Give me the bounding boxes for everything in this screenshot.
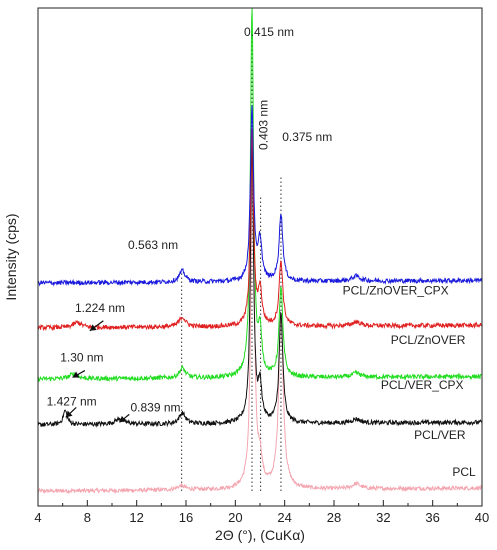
series-label: PCL/VER_CPX <box>381 378 464 392</box>
peak-annotation: 1.30 nm <box>60 351 103 365</box>
x-tick-label: 32 <box>376 510 390 525</box>
series-line-1 <box>37 143 483 428</box>
annotation-arrow <box>89 320 104 332</box>
series-line-3 <box>37 128 483 332</box>
peak-annotation: 0.415 nm <box>244 25 294 39</box>
peak-annotation: 1.224 nm <box>75 301 125 315</box>
peak-annotation: 1.427 nm <box>47 394 97 408</box>
peak-annotation: 0.375 nm <box>282 130 332 144</box>
series-line-2 <box>37 8 483 383</box>
x-axis-ticks: 4 8 12 16 20 24 28 32 36 40 <box>34 500 489 525</box>
series-line-4 <box>37 104 483 287</box>
annotation-arrow <box>119 413 130 423</box>
x-tick-label: 4 <box>34 510 41 525</box>
x-axis-label: 2Θ (°), (CuKα) <box>215 527 305 543</box>
x-tick-label: 24 <box>277 510 291 525</box>
annotation-arrow <box>65 406 77 418</box>
x-tick-label: 16 <box>179 510 193 525</box>
series-label: PCL <box>452 465 476 479</box>
annotation-arrow <box>72 370 86 379</box>
x-tick-label: 12 <box>129 510 143 525</box>
x-tick-label: 8 <box>84 510 91 525</box>
peak-annotation: 0.839 nm <box>131 400 181 414</box>
x-tick-label: 36 <box>425 510 439 525</box>
peak-annotation: 0.563 nm <box>128 238 178 252</box>
x-tick-label: 28 <box>327 510 341 525</box>
x-tick-label: 20 <box>228 510 242 525</box>
plot-area: PCL PCL/VER PCL/VER_CPX PCL/ZnOVER PCL/ZnOVE… <box>37 8 483 495</box>
series-label: PCL/ZnOVER <box>391 333 466 347</box>
series-line-0 <box>37 142 483 495</box>
x-tick-label: 40 <box>475 510 489 525</box>
y-axis-label: Intensity (cps) <box>3 213 19 300</box>
peak-annotation: 0.403 nm <box>256 100 270 150</box>
series-label: PCL/ZnOVER_CPX <box>343 283 449 297</box>
series-label: PCL/VER <box>414 428 466 442</box>
